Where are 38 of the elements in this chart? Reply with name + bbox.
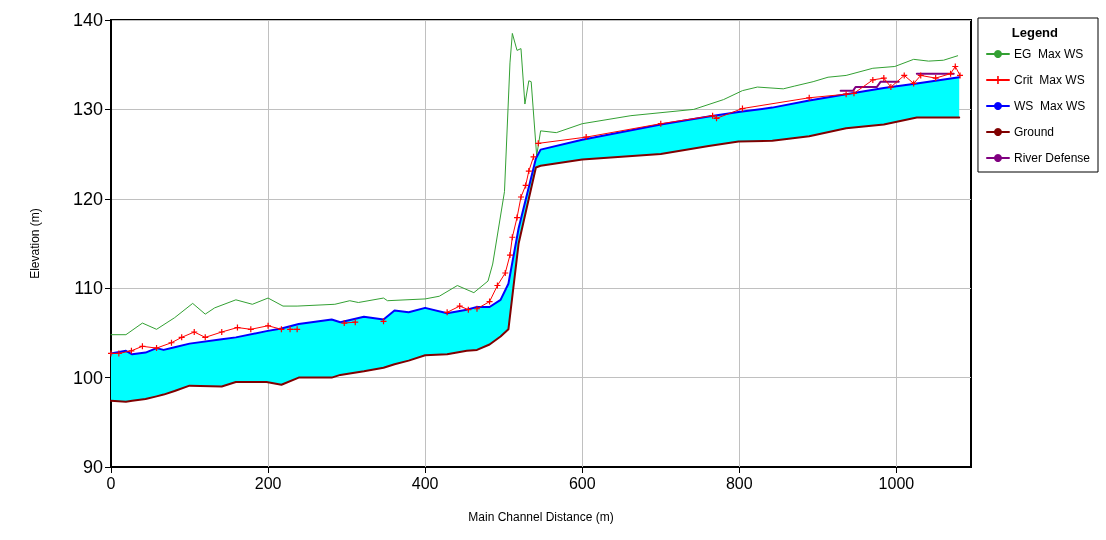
point [525,168,532,175]
x-tick-label: 400 [411,474,439,492]
point [287,326,294,333]
point [218,329,225,336]
legend-label: River Defense [1013,151,1091,165]
y-tick-label: 110 [74,278,103,299]
x-tick-label: 800 [725,474,753,492]
y-tick-label: 130 [72,99,103,120]
point [265,322,272,329]
point [108,350,114,357]
point [887,84,894,91]
point [153,345,160,352]
point [514,214,521,221]
x-tick-label: 200 [254,474,282,492]
y-axis-title: Elevation (m) [28,208,42,279]
point [957,72,963,79]
y-tick-label: 90 [82,457,103,477]
x-tick-label: 0 [106,474,116,492]
x-tick-label: 600 [568,474,596,492]
point [191,329,198,336]
point [341,320,348,327]
point [473,305,480,312]
point [456,303,463,310]
legend-label: WS Max WS [1013,99,1086,113]
line-series [110,32,959,336]
legend-title: Legend [1011,25,1059,40]
point [502,270,509,276]
y-tick-label: 140 [72,10,103,30]
x-axis-title: Main Channel Distance (m) [468,510,614,524]
legend-label: EG Max WS [1013,47,1084,61]
point [850,90,857,97]
point [506,252,513,259]
point [517,194,524,201]
x-tick-label: 1000 [878,474,915,492]
legend-label: Ground [1013,125,1054,139]
legend-label: Crit Max WS [1013,73,1085,87]
y-tick-label: 100 [72,367,103,388]
y-tick-label: 120 [72,188,103,209]
